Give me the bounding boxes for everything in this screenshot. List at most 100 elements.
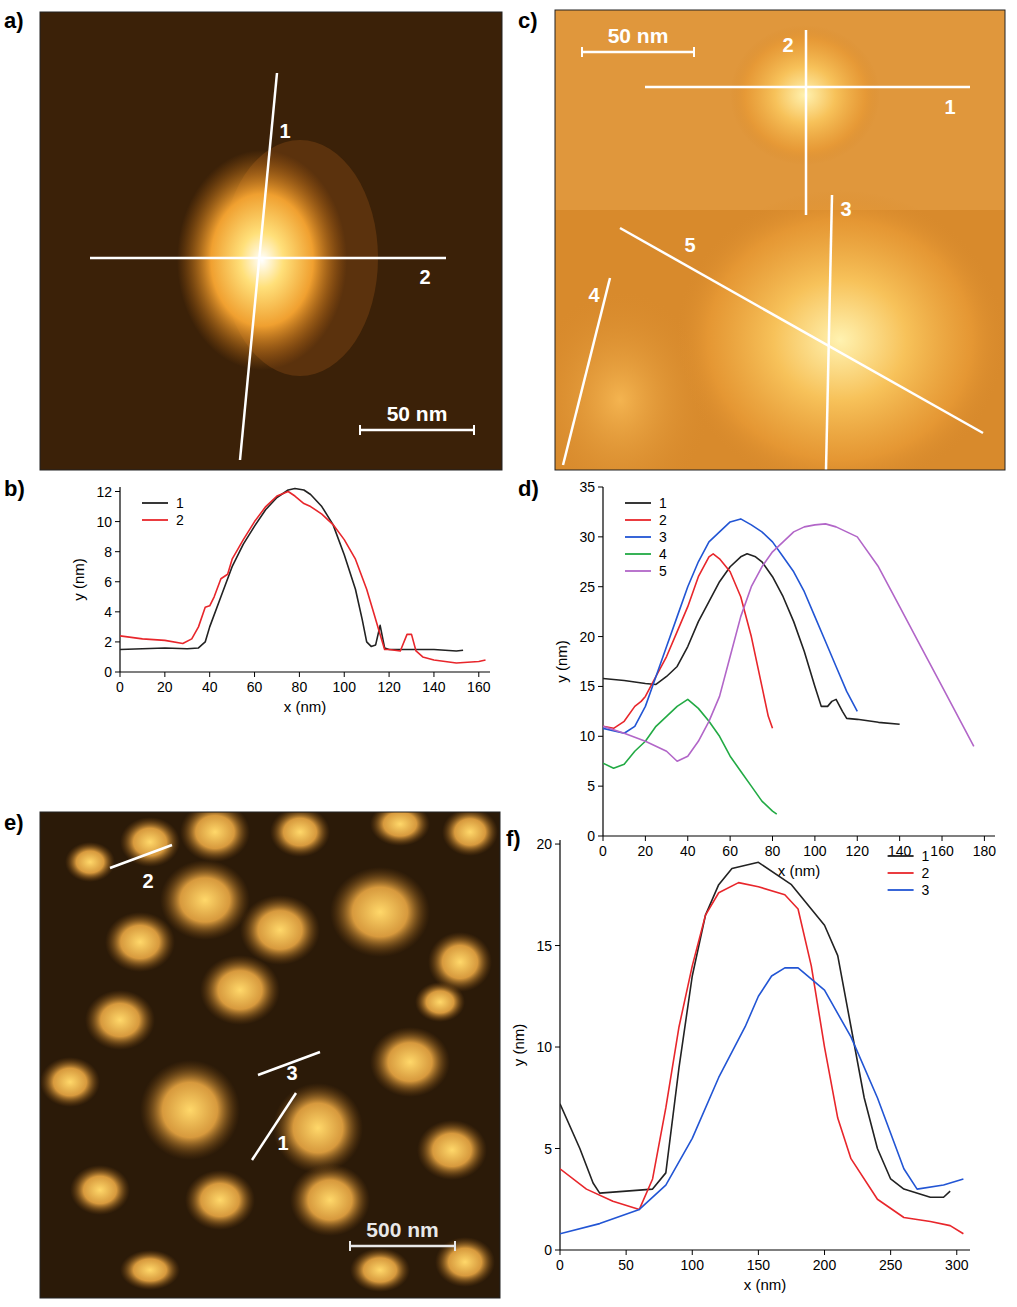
profile-curve	[120, 492, 486, 663]
y-tick	[598, 536, 603, 537]
y-tick-label: 6	[104, 574, 112, 590]
profile-label: 4	[588, 284, 600, 306]
x-tick-label: 100	[333, 679, 357, 695]
legend-swatch	[142, 502, 168, 504]
y-tick-label: 2	[104, 634, 112, 650]
x-tick-label: 0	[599, 843, 607, 859]
y-tick-label: 0	[544, 1242, 552, 1258]
particle	[160, 860, 250, 940]
legend-label: 1	[922, 848, 930, 864]
y-tick	[598, 836, 603, 837]
scale-bar	[350, 1245, 455, 1248]
x-tick	[890, 1250, 891, 1255]
legend: 12345	[625, 495, 667, 579]
y-tick-label: 35	[579, 479, 595, 495]
x-tick	[560, 1250, 561, 1255]
profile-line	[645, 86, 970, 89]
scale-bar-end	[454, 1241, 456, 1251]
afm-image: 1250 nm	[40, 12, 502, 470]
legend-label: 2	[176, 512, 184, 528]
profile-curve	[560, 968, 963, 1234]
x-tick	[478, 672, 479, 677]
y-tick	[115, 672, 120, 673]
chart: 05010015020025030005101520x (nm)y (nm)12…	[510, 836, 970, 1293]
panel-label: e)	[4, 810, 24, 835]
particle	[370, 1027, 450, 1097]
scale-bar	[360, 429, 474, 432]
x-tick	[956, 1250, 957, 1255]
profile-line	[826, 195, 832, 470]
image-background	[40, 812, 500, 1298]
x-tick-label: 20	[157, 679, 173, 695]
particle	[330, 867, 430, 957]
x-tick	[984, 836, 985, 841]
panel-label: c)	[518, 8, 538, 33]
y-tick	[115, 611, 120, 612]
x-tick	[758, 1250, 759, 1255]
y-tick	[115, 581, 120, 582]
x-tick-label: 50	[618, 1257, 634, 1273]
x-tick-label: 300	[945, 1257, 969, 1273]
x-tick	[299, 672, 300, 677]
scale-bar-end	[581, 47, 583, 57]
x-tick	[603, 836, 604, 841]
y-tick-label: 8	[104, 544, 112, 560]
chart: 02040608010012014016018005101520253035x …	[553, 479, 996, 879]
legend-label: 1	[176, 495, 184, 511]
y-tick-label: 12	[96, 484, 112, 500]
x-tick	[389, 672, 390, 677]
particle	[85, 990, 155, 1050]
profile-curve	[603, 699, 777, 814]
profile-curve	[603, 524, 974, 761]
x-tick-label: 80	[765, 843, 781, 859]
legend-label: 4	[659, 546, 667, 562]
panel-label: f)	[506, 826, 521, 851]
plot-area	[603, 519, 974, 814]
y-tick	[598, 636, 603, 637]
profile-line	[620, 228, 983, 433]
x-tick-label: 60	[247, 679, 263, 695]
profile-label: 5	[684, 234, 695, 256]
legend: 12	[142, 495, 184, 528]
x-axis	[560, 1249, 970, 1250]
profile-label: 3	[840, 198, 851, 220]
y-tick	[555, 1047, 560, 1048]
x-tick-label: 250	[879, 1257, 903, 1273]
profile-curve	[560, 883, 963, 1234]
particle	[120, 1250, 180, 1290]
particle	[185, 1170, 255, 1230]
y-tick	[598, 586, 603, 587]
profile-curve	[560, 862, 950, 1197]
y-tick-label: 10	[536, 1039, 552, 1055]
terrace	[555, 10, 1005, 210]
profile-curve	[603, 519, 857, 733]
legend-swatch	[142, 519, 168, 521]
y-axis-title: y (nm)	[510, 1024, 527, 1067]
legend-label: 3	[659, 529, 667, 545]
y-tick	[555, 945, 560, 946]
profile-curve	[120, 489, 463, 651]
image-content	[40, 812, 500, 1298]
y-tick	[598, 487, 603, 488]
y-tick-label: 25	[579, 579, 595, 595]
x-tick	[164, 672, 165, 677]
x-tick	[824, 1250, 825, 1255]
x-tick	[899, 836, 900, 841]
y-tick-label: 5	[544, 1141, 552, 1157]
image-frame	[40, 12, 502, 470]
y-axis-title: y (nm)	[70, 558, 87, 601]
profile-label: 1	[277, 1132, 288, 1154]
panel-label: d)	[518, 476, 539, 501]
chart: 020406080100120140160024681012x (nm)y (n…	[70, 484, 490, 715]
scale-bar-end	[359, 425, 361, 435]
particle	[290, 1164, 370, 1236]
x-tick	[687, 836, 688, 841]
profile-label: 1	[944, 96, 955, 118]
image-frame	[40, 812, 500, 1298]
y-tick	[598, 786, 603, 787]
x-tick-label: 0	[556, 1257, 564, 1273]
scale-bar-end	[473, 425, 475, 435]
legend-swatch	[888, 872, 914, 874]
x-tick-label: 160	[467, 679, 491, 695]
legend-swatch	[888, 855, 914, 857]
